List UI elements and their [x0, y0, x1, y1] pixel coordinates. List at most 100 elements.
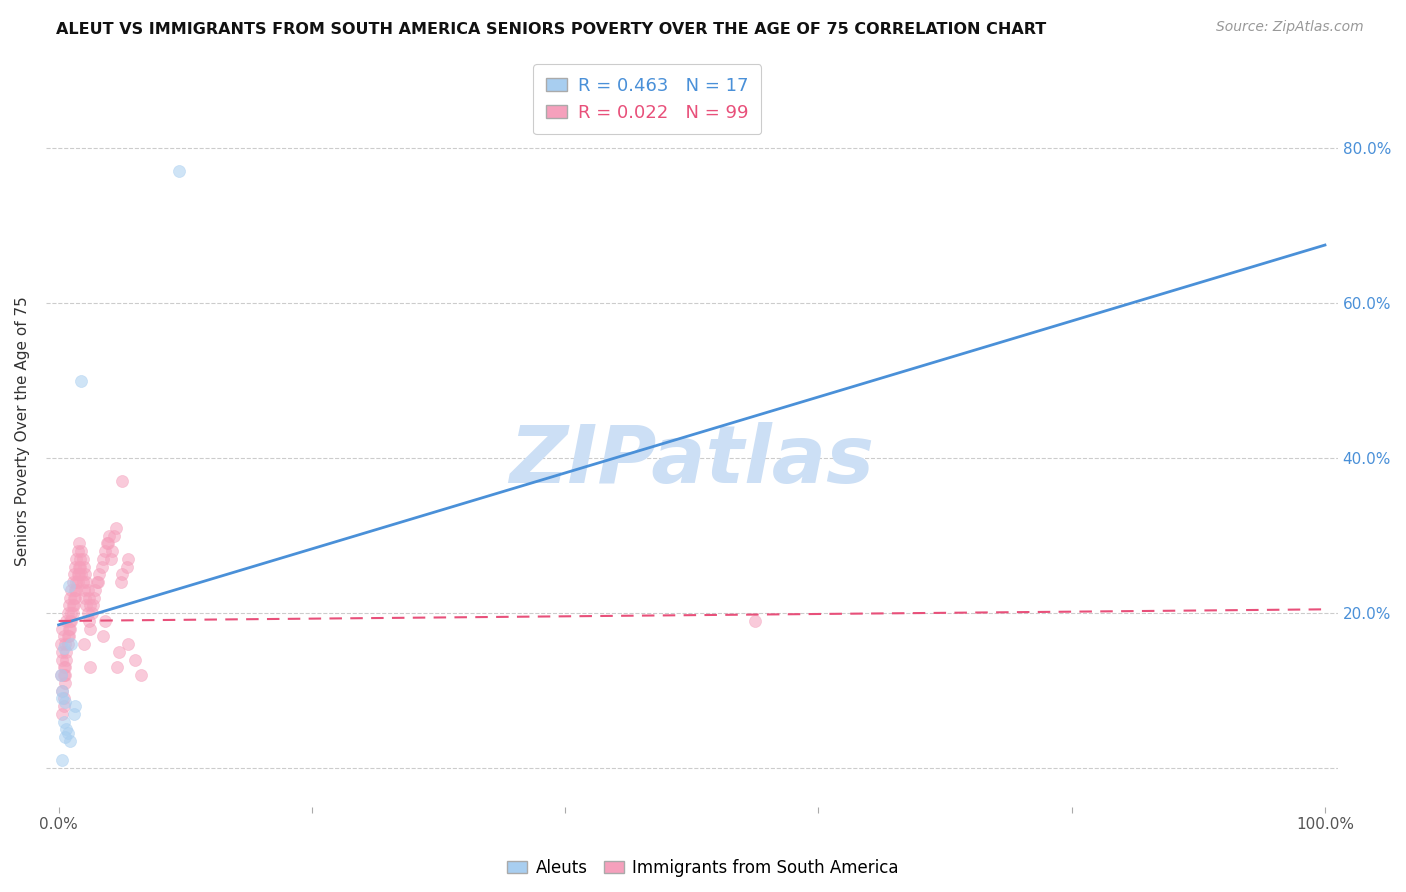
Point — [744, 614, 766, 628]
Point — [65, 552, 87, 566]
Point — [58, 622, 80, 636]
Point — [62, 599, 84, 613]
Point — [59, 591, 82, 605]
Point — [56, 726, 79, 740]
Point — [53, 676, 76, 690]
Point — [91, 630, 114, 644]
Point — [86, 575, 108, 590]
Point — [117, 552, 139, 566]
Point — [63, 591, 86, 605]
Point — [108, 645, 131, 659]
Point — [94, 544, 117, 558]
Point — [73, 582, 96, 597]
Point — [117, 637, 139, 651]
Point — [62, 575, 84, 590]
Point — [63, 567, 86, 582]
Point — [82, 599, 104, 613]
Point — [52, 699, 75, 714]
Point — [59, 734, 82, 748]
Point — [110, 575, 132, 590]
Point — [56, 637, 79, 651]
Point — [51, 706, 73, 721]
Text: ALEUT VS IMMIGRANTS FROM SOUTH AMERICA SENIORS POVERTY OVER THE AGE OF 75 CORREL: ALEUT VS IMMIGRANTS FROM SOUTH AMERICA S… — [56, 22, 1046, 37]
Point — [59, 622, 82, 636]
Point — [79, 660, 101, 674]
Point — [51, 668, 73, 682]
Point — [51, 645, 73, 659]
Point — [70, 567, 93, 582]
Point — [63, 706, 86, 721]
Point — [101, 544, 124, 558]
Point — [53, 695, 76, 709]
Point — [59, 614, 82, 628]
Legend: Aleuts, Immigrants from South America: Aleuts, Immigrants from South America — [501, 853, 905, 884]
Point — [83, 591, 105, 605]
Point — [58, 630, 80, 644]
Point — [53, 637, 76, 651]
Point — [67, 567, 90, 582]
Point — [51, 683, 73, 698]
Point — [105, 660, 128, 674]
Legend: R = 0.463   N = 17, R = 0.022   N = 99: R = 0.463 N = 17, R = 0.022 N = 99 — [533, 64, 761, 135]
Point — [87, 575, 110, 590]
Point — [62, 606, 84, 620]
Point — [111, 567, 134, 582]
Point — [53, 668, 76, 682]
Point — [77, 591, 100, 605]
Point — [76, 575, 98, 590]
Point — [66, 544, 89, 558]
Point — [91, 552, 114, 566]
Point — [56, 630, 79, 644]
Point — [72, 575, 94, 590]
Point — [58, 579, 80, 593]
Point — [52, 641, 75, 656]
Point — [51, 668, 73, 682]
Point — [58, 599, 80, 613]
Point — [51, 691, 73, 706]
Point — [52, 691, 75, 706]
Point — [51, 683, 73, 698]
Point — [52, 668, 75, 682]
Point — [69, 559, 91, 574]
Point — [63, 559, 86, 574]
Point — [55, 653, 77, 667]
Text: ZIPatlas: ZIPatlas — [509, 422, 875, 500]
Point — [90, 559, 112, 574]
Point — [94, 614, 117, 628]
Point — [73, 637, 96, 651]
Point — [51, 754, 73, 768]
Point — [100, 552, 122, 566]
Point — [84, 582, 107, 597]
Point — [52, 660, 75, 674]
Point — [75, 567, 97, 582]
Point — [97, 536, 120, 550]
Point — [70, 374, 93, 388]
Point — [98, 529, 121, 543]
Point — [79, 622, 101, 636]
Point — [63, 591, 86, 605]
Point — [51, 637, 73, 651]
Point — [63, 699, 86, 714]
Point — [67, 559, 90, 574]
Point — [72, 552, 94, 566]
Point — [51, 653, 73, 667]
Point — [53, 660, 76, 674]
Point — [51, 622, 73, 636]
Point — [65, 582, 87, 597]
Point — [66, 567, 89, 582]
Point — [76, 582, 98, 597]
Point — [63, 599, 86, 613]
Point — [111, 475, 134, 489]
Point — [104, 521, 127, 535]
Point — [77, 614, 100, 628]
Point — [55, 723, 77, 737]
Point — [55, 645, 77, 659]
Point — [56, 606, 79, 620]
Point — [96, 536, 118, 550]
Point — [60, 606, 83, 620]
Point — [60, 582, 83, 597]
Point — [124, 653, 146, 667]
Point — [76, 599, 98, 613]
Point — [66, 575, 89, 590]
Point — [60, 614, 83, 628]
